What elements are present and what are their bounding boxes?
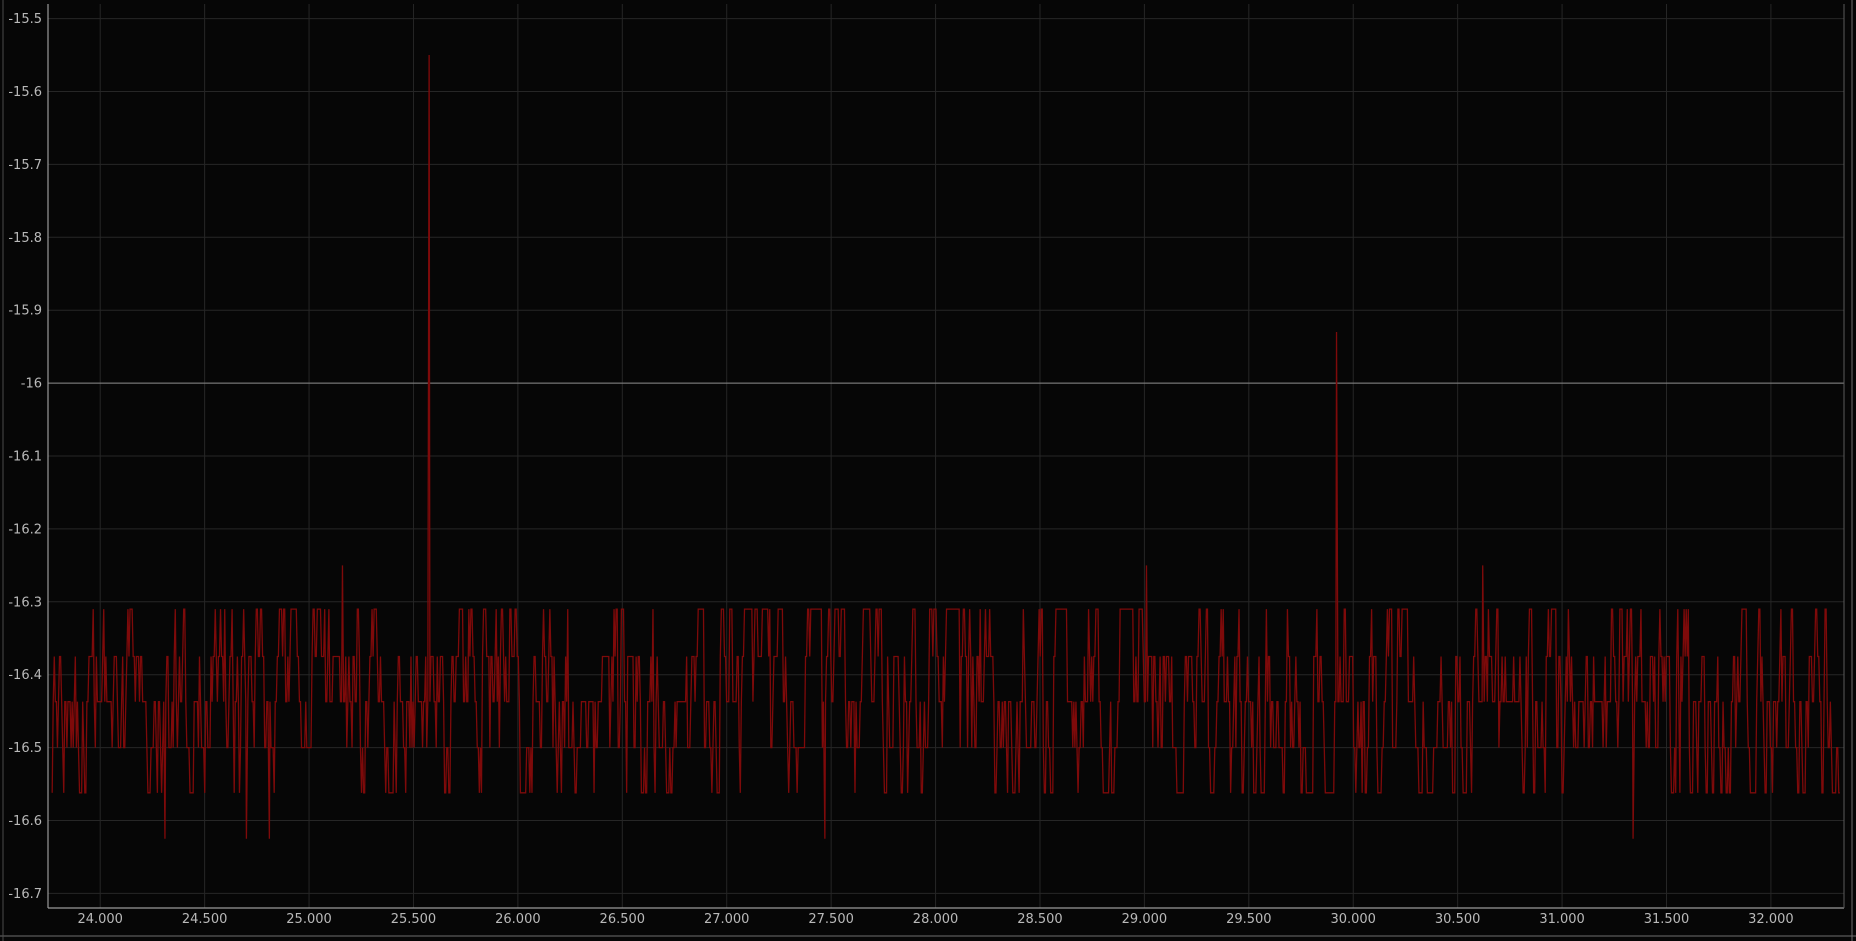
x-tick-label: 32.000: [1748, 912, 1794, 927]
x-tick-label: 24.000: [77, 912, 123, 927]
x-tick-label: 25.500: [391, 912, 437, 927]
y-tick-label: -16.2: [8, 522, 42, 537]
x-tick-label: 28.000: [913, 912, 959, 927]
series-line: [51, 55, 1840, 839]
x-tick-label: 26.000: [495, 912, 541, 927]
y-tick-label: -16.4: [8, 668, 42, 683]
y-tick-label: -15.8: [8, 231, 42, 246]
x-tick-label: 27.500: [808, 912, 854, 927]
x-tick-label: 30.500: [1435, 912, 1481, 927]
x-tick-label: 26.500: [600, 912, 646, 927]
x-tick-label: 25.000: [286, 912, 332, 927]
y-tick-label: -16.1: [8, 450, 42, 465]
series-layer: [51, 55, 1840, 839]
y-tick-label: -16: [21, 377, 42, 392]
x-tick-label: 29.000: [1122, 912, 1168, 927]
y-axis-ticks: -15.5 -15.6 -15.7 -15.8 -15.9 -16 -16.1 -16.2 -1…: [8, 12, 42, 902]
x-tick-label: 29.500: [1226, 912, 1272, 927]
y-tick-label: -15.9: [8, 304, 42, 319]
y-tick-label: -16.3: [8, 595, 42, 610]
y-tick-label: -16.7: [8, 887, 42, 902]
y-tick-label: -15.7: [8, 158, 42, 173]
y-tick-label: -16.5: [8, 741, 42, 756]
x-tick-label: 24.500: [182, 912, 228, 927]
y-tick-label: -16.6: [8, 814, 42, 829]
y-tick-label: -15.5: [8, 12, 42, 27]
x-tick-label: 31.000: [1539, 912, 1585, 927]
y-tick-label: -15.6: [8, 85, 42, 100]
x-tick-label: 30.000: [1330, 912, 1376, 927]
x-tick-label: 31.500: [1644, 912, 1690, 927]
x-tick-label: 27.000: [704, 912, 750, 927]
x-axis-ticks: 24.000 24.500 25.000 25.500 26.000 26.500 27.0…: [77, 912, 1793, 927]
x-tick-label: 28.500: [1017, 912, 1063, 927]
